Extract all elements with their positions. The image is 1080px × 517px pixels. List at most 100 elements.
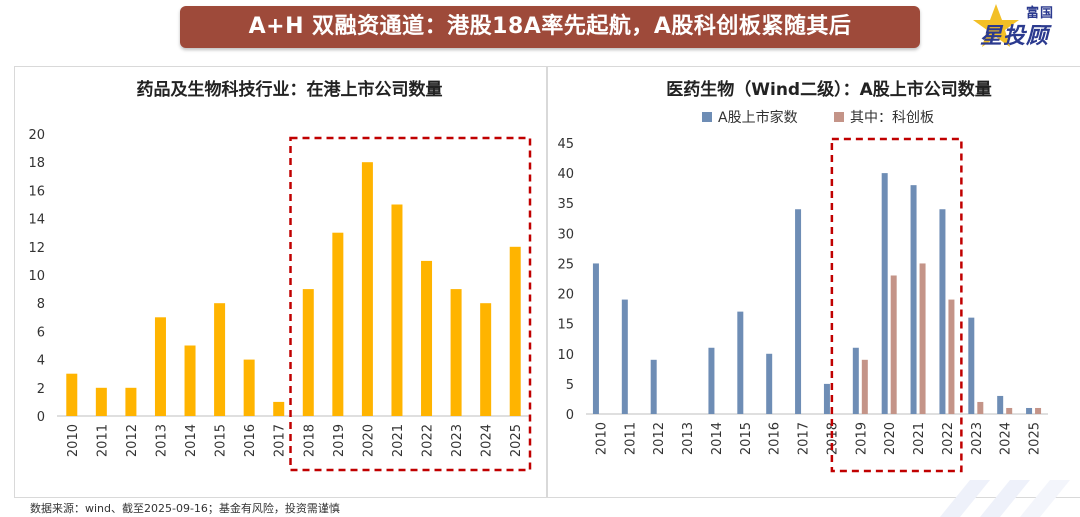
y-tick-label: 6 xyxy=(37,325,45,340)
chart-title: 药品及生物科技行业：在港上市公司数量 xyxy=(137,79,443,100)
chart-panel-a-share: 医药生物（Wind二级）：A股上市公司数量 0 5 10 15 20 25 30 35 40 45 2… xyxy=(547,66,1080,498)
chart-panel-hk: 药品及生物科技行业：在港上市公司数量 0 2 4 6 8 10 12 14 16 18 20 2010 2… xyxy=(14,66,547,498)
x-tick-label: 2011 xyxy=(623,422,638,455)
bar-2024 xyxy=(480,303,492,416)
bar-2019-s0 xyxy=(852,347,859,414)
bar-2020-s1 xyxy=(890,275,897,414)
x-tick-label: 2015 xyxy=(214,424,229,457)
watermark-stripes-icon xyxy=(940,480,1070,517)
bar-2023-s1 xyxy=(977,401,984,414)
bar-2024-s0 xyxy=(997,395,1004,414)
x-tick-label: 2012 xyxy=(125,424,140,457)
bar-2022 xyxy=(421,260,433,416)
bar-2024-s1 xyxy=(1006,407,1013,414)
bar-2016 xyxy=(243,359,255,416)
y-tick-label: 8 xyxy=(37,297,45,312)
logo-main-text: 星投顾 xyxy=(980,24,1050,49)
bar-2022-s0 xyxy=(939,209,946,414)
y-tick-label: 18 xyxy=(28,156,45,171)
bar-2010-s0 xyxy=(592,263,599,414)
bar-2012-s0 xyxy=(650,359,657,414)
bar-2013 xyxy=(154,317,166,416)
page-title: A+H 双融资通道：港股18A率先起航，A股科创板紧随其后 xyxy=(248,14,852,39)
y-tick-label: 20 xyxy=(28,128,45,143)
chart-title: 医药生物（Wind二级）：A股上市公司数量 xyxy=(666,79,992,100)
bar-2018-s0 xyxy=(823,383,830,414)
bar-2025 xyxy=(509,246,521,416)
x-tick-label: 2014 xyxy=(184,424,199,457)
y-tick-label: 16 xyxy=(28,184,45,199)
x-tick-label: 2019 xyxy=(332,424,347,457)
x-tick-label: 2017 xyxy=(797,422,812,455)
bar-2025-s1 xyxy=(1035,407,1042,414)
x-tick-label: 2014 xyxy=(710,422,725,455)
bar-2015 xyxy=(214,303,226,416)
bar-2015-s0 xyxy=(737,311,744,414)
y-tick-label: 20 xyxy=(557,288,574,303)
y-tick-label: 15 xyxy=(557,318,574,333)
x-tick-label: 2021 xyxy=(391,424,406,457)
bar-2025-s0 xyxy=(1026,407,1033,414)
bar-2018 xyxy=(302,289,314,416)
bar-2017 xyxy=(273,401,285,416)
x-tick-label: 2021 xyxy=(912,422,927,455)
x-tick-label: 2019 xyxy=(854,422,869,455)
x-tick-label: 2010 xyxy=(594,422,609,455)
chart-hk-listings: 药品及生物科技行业：在港上市公司数量 0 2 4 6 8 10 12 14 16 18 20 2010 2… xyxy=(28,79,532,472)
bar-2022-s1 xyxy=(948,299,955,414)
bar-2021-s1 xyxy=(919,263,926,414)
bar-2019 xyxy=(332,232,344,416)
x-tick-label: 2024 xyxy=(999,422,1014,455)
y-tick-label: 25 xyxy=(557,257,574,272)
x-tick-label: 2013 xyxy=(681,422,696,455)
x-tick-label: 2020 xyxy=(883,422,898,455)
bar-2021-s0 xyxy=(910,185,917,414)
star-logo-icon xyxy=(973,4,1019,47)
bar-2012 xyxy=(125,387,137,416)
legend-swatch xyxy=(702,112,712,122)
x-tick-label: 2017 xyxy=(273,424,288,457)
bar-2010 xyxy=(66,373,78,416)
x-tick-label: 2013 xyxy=(154,424,169,457)
bar-2023-s0 xyxy=(968,317,975,414)
x-tick-label: 2022 xyxy=(941,422,956,455)
y-tick-label: 2 xyxy=(37,382,45,397)
y-tick-label: 5 xyxy=(566,378,574,393)
y-tick-label: 10 xyxy=(557,348,574,363)
legend-label: 其中：科创板 xyxy=(850,110,934,126)
bar-2020 xyxy=(361,162,373,416)
x-tick-label: 2010 xyxy=(66,424,81,457)
page-title-banner: A+H 双融资通道：港股18A率先起航，A股科创板紧随其后 xyxy=(180,6,920,48)
bar-2011-s0 xyxy=(621,299,628,414)
bar-2014-s0 xyxy=(708,347,715,414)
x-tick-label: 2024 xyxy=(480,424,495,457)
x-tick-label: 2012 xyxy=(652,422,667,455)
y-tick-label: 0 xyxy=(566,408,574,423)
chart-a-share-listings: 医药生物（Wind二级）：A股上市公司数量0510152025303540452… xyxy=(557,79,1048,473)
x-tick-label: 2016 xyxy=(243,424,258,457)
x-tick-label: 2018 xyxy=(302,424,317,457)
y-tick-label: 4 xyxy=(37,354,45,369)
y-tick-label: 45 xyxy=(557,137,574,152)
legend-swatch xyxy=(834,112,844,122)
x-tick-label: 2022 xyxy=(421,424,436,457)
logo-small-text: 富国 xyxy=(1026,6,1055,21)
highlight-box xyxy=(830,137,963,473)
bar-2011 xyxy=(95,387,107,416)
bar-2017-s0 xyxy=(795,209,802,414)
bar-2023 xyxy=(450,289,462,416)
x-tick-label: 2023 xyxy=(970,422,985,455)
y-tick-label: 40 xyxy=(557,167,574,182)
x-tick-label: 2025 xyxy=(1028,422,1043,455)
x-tick-label: 2018 xyxy=(825,422,840,455)
x-tick-label: 2015 xyxy=(739,422,754,455)
x-tick-label: 2011 xyxy=(95,424,110,457)
y-tick-label: 0 xyxy=(37,410,45,425)
bar-2016-s0 xyxy=(766,353,773,414)
x-tick-label: 2023 xyxy=(450,424,465,457)
source-note: 数据来源：wind、截至2025-09-16；基金有风险，投资需谨慎 xyxy=(30,502,340,515)
y-tick-label: 30 xyxy=(557,227,574,242)
x-tick-label: 2025 xyxy=(509,424,524,457)
brand-logo: 富国 星投顾 xyxy=(970,0,1080,52)
legend-label: A股上市家数 xyxy=(718,109,798,126)
